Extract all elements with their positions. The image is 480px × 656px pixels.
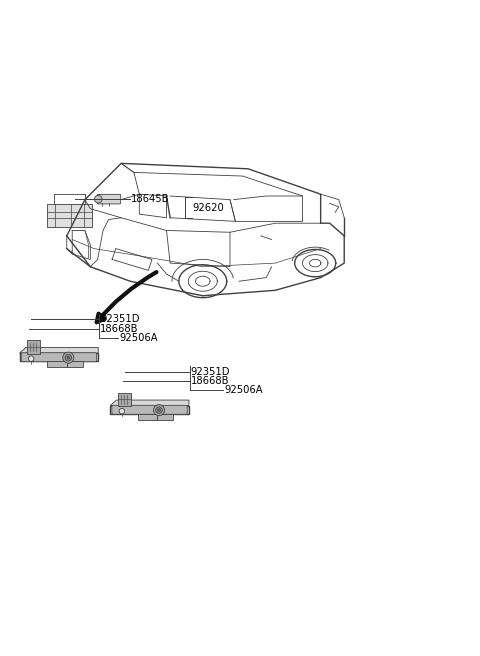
FancyBboxPatch shape xyxy=(97,194,120,204)
Text: 92506A: 92506A xyxy=(119,333,158,342)
Text: 18668B: 18668B xyxy=(191,377,229,386)
Circle shape xyxy=(67,356,70,359)
Circle shape xyxy=(157,409,160,411)
Circle shape xyxy=(95,195,102,203)
Text: 92620: 92620 xyxy=(192,203,224,213)
Polygon shape xyxy=(20,353,98,361)
FancyBboxPatch shape xyxy=(118,393,131,406)
Text: 92506A: 92506A xyxy=(224,385,263,395)
Polygon shape xyxy=(110,405,189,414)
Circle shape xyxy=(63,352,74,363)
Text: 92351D: 92351D xyxy=(191,367,230,377)
Circle shape xyxy=(154,405,165,416)
Text: 18668B: 18668B xyxy=(100,324,139,334)
Circle shape xyxy=(119,409,125,414)
FancyBboxPatch shape xyxy=(21,353,96,361)
Circle shape xyxy=(65,354,72,361)
Circle shape xyxy=(28,356,34,361)
FancyBboxPatch shape xyxy=(27,340,40,354)
FancyBboxPatch shape xyxy=(138,414,157,420)
FancyBboxPatch shape xyxy=(67,361,83,367)
Polygon shape xyxy=(47,204,92,227)
FancyBboxPatch shape xyxy=(47,361,67,367)
Text: 92351D: 92351D xyxy=(100,314,140,325)
FancyBboxPatch shape xyxy=(112,405,187,414)
FancyBboxPatch shape xyxy=(157,414,173,420)
Polygon shape xyxy=(20,348,98,353)
Circle shape xyxy=(156,407,162,413)
Text: 18645B: 18645B xyxy=(131,194,170,204)
Polygon shape xyxy=(110,400,189,405)
